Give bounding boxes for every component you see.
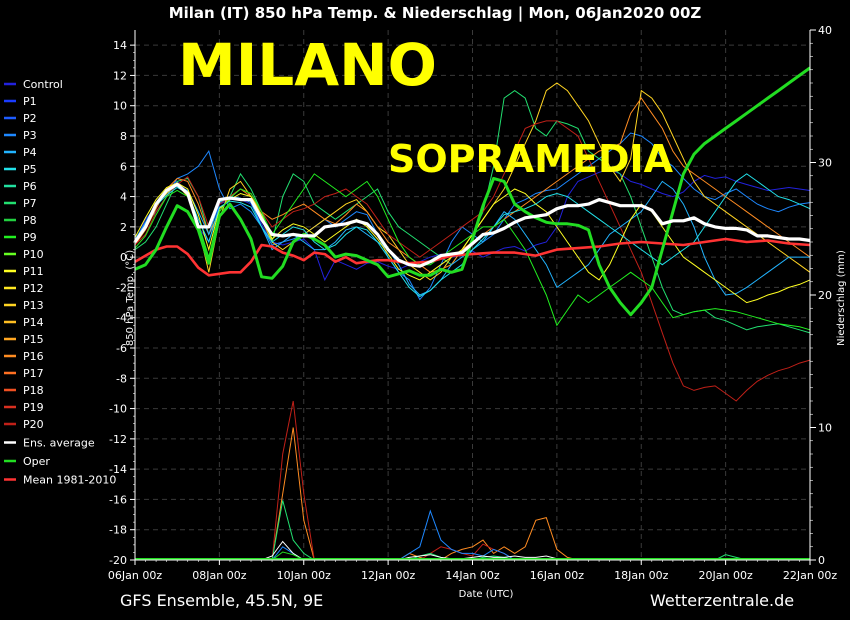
y2-tick-label: 30 — [818, 157, 832, 170]
y-tick-label: -18 — [109, 524, 127, 537]
y-tick-label: 0 — [120, 251, 127, 264]
overlay-city-text: MILANO — [178, 31, 437, 99]
x-tick-label: 08Jan 00z — [192, 569, 246, 582]
y-tick-label: 10 — [113, 100, 127, 113]
x-tick-label: 06Jan 00z — [108, 569, 162, 582]
legend-label: P20 — [23, 418, 44, 431]
y-tick-label: -4 — [116, 312, 127, 325]
x-tick-label: 14Jan 00z — [445, 569, 499, 582]
y-tick-label: -2 — [116, 281, 127, 294]
legend-label: P9 — [23, 231, 37, 244]
legend-label: P17 — [23, 367, 44, 380]
x-tick-label: 20Jan 00z — [699, 569, 753, 582]
member-line — [134, 173, 811, 298]
legend-label: P13 — [23, 299, 44, 312]
y-tick-label: -14 — [109, 463, 127, 476]
legend-label: Mean 1981-2010 — [23, 474, 116, 487]
legend-label: P8 — [23, 214, 37, 227]
y-tick-label: -8 — [116, 372, 127, 385]
y2-tick-label: 40 — [818, 24, 832, 37]
chart-title: Milan (IT) 850 hPa Temp. & Niederschlag … — [169, 4, 702, 23]
legend-label: Control — [23, 78, 63, 91]
legend-label: P6 — [23, 180, 37, 193]
legend-label: Oper — [23, 455, 50, 468]
y2-tick-label: 0 — [818, 554, 825, 567]
legend-label: P4 — [23, 146, 37, 159]
legend-label: P11 — [23, 265, 44, 278]
grid — [134, 30, 811, 561]
legend-label: P14 — [23, 316, 44, 329]
series-line-ens-average — [133, 182, 811, 268]
y-tick-label: 2 — [120, 221, 127, 234]
legend-label: P16 — [23, 350, 44, 363]
y-tick-label: 12 — [113, 69, 127, 82]
legend-label: P7 — [23, 197, 37, 210]
legend-label: P3 — [23, 129, 37, 142]
y-axis-ticks: 14 12 10 8 6 4 2 0 -2 -4 -6 -8 -10 -12 -14 -16 -18 -20 — [109, 39, 135, 567]
series-line-oper — [134, 66, 811, 317]
legend-label: P19 — [23, 401, 44, 414]
x-tick-label: 16Jan 00z — [530, 569, 584, 582]
x-tick-label: 10Jan 00z — [277, 569, 331, 582]
y-tick-label: -16 — [109, 493, 127, 506]
y-tick-label: 8 — [120, 130, 127, 143]
legend-label: P12 — [23, 282, 44, 295]
x-tick-label: 22Jan 00z — [783, 569, 837, 582]
y-tick-label: -20 — [109, 554, 127, 567]
member-line — [134, 168, 811, 282]
legend: Control P1 P2 P3 P4 P5 P6 P7 P8 P9 P10 P11 P12 P13 P14… — [4, 78, 116, 487]
legend-label: P2 — [23, 112, 37, 125]
x-tick-label: 18Jan 00z — [614, 569, 668, 582]
x-axis-label: Date (UTC) — [459, 589, 514, 600]
legend-label: P15 — [23, 333, 44, 346]
legend-label: P18 — [23, 384, 44, 397]
y2-axis-label: Niederschlag (mm) — [836, 250, 847, 346]
y-tick-label: -6 — [116, 342, 127, 355]
overlay-brand-text: SOPRAMEDIA — [388, 137, 674, 181]
footer-site: Wetterzentrale.de — [650, 591, 794, 610]
y-tick-label: 6 — [120, 160, 127, 173]
legend-label: P1 — [23, 95, 37, 108]
legend-label: Ens. average — [23, 437, 95, 450]
y-tick-label: 4 — [120, 191, 127, 204]
legend-label: P5 — [23, 163, 37, 176]
y-axis-label: 850 hPa Temp. (°C) — [125, 250, 136, 346]
y2-tick-label: 10 — [818, 422, 832, 435]
x-axis-ticks: 06Jan 00z 08Jan 00z 10Jan 00z 12Jan 00z 14Ja… — [108, 560, 837, 582]
footer-source: GFS Ensemble, 45.5N, 9E — [120, 591, 323, 610]
y2-axis-ticks: 40 30 20 10 0 — [810, 24, 832, 567]
y-tick-label: -10 — [109, 403, 127, 416]
main-series-lines — [133, 66, 811, 317]
y2-tick-label: 20 — [818, 289, 832, 302]
legend-label: P10 — [23, 248, 44, 261]
y-tick-label: -12 — [109, 433, 127, 446]
y-tick-label: 14 — [113, 39, 127, 52]
x-tick-label: 12Jan 00z — [361, 569, 415, 582]
